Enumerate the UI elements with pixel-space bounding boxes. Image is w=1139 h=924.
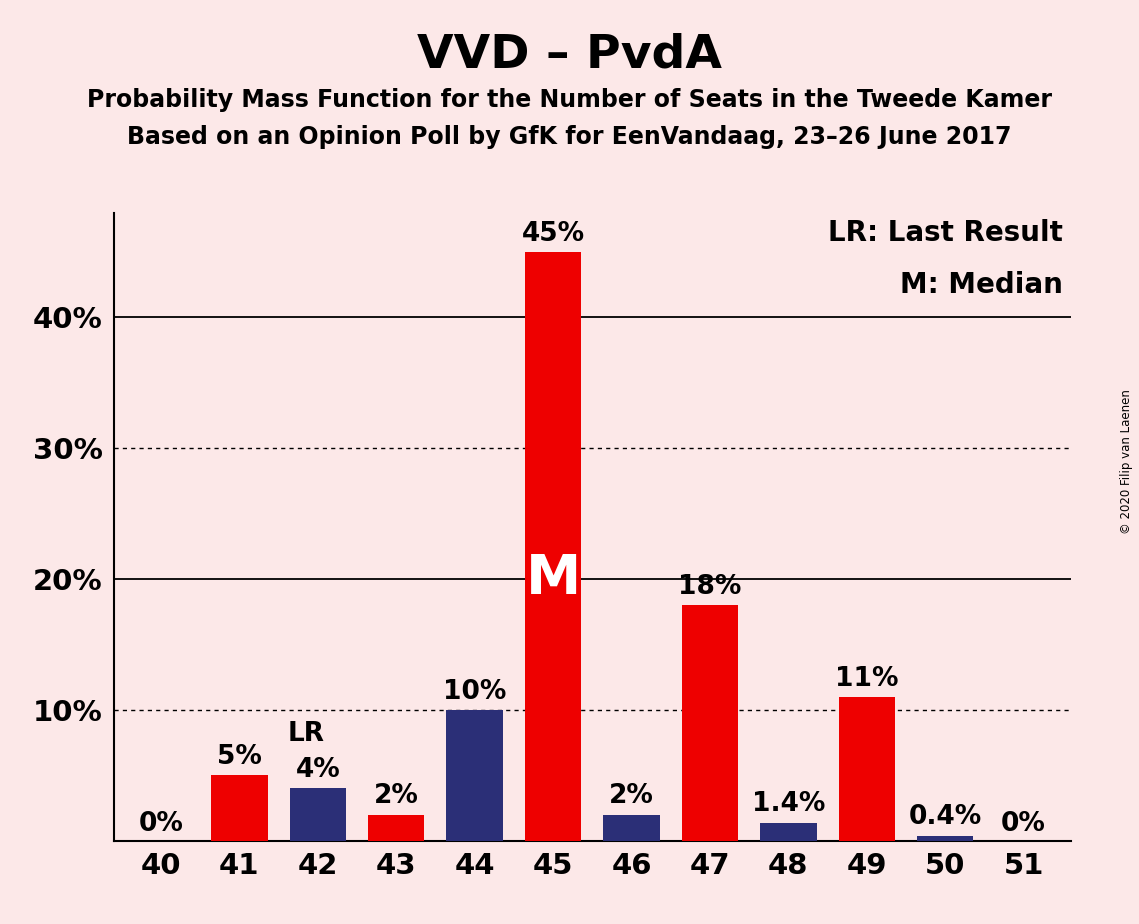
Text: 0.4%: 0.4% — [909, 805, 982, 831]
Text: 2%: 2% — [609, 784, 654, 809]
Text: 11%: 11% — [835, 665, 899, 691]
Bar — [604, 815, 659, 841]
Bar — [289, 788, 346, 841]
Text: Based on an Opinion Poll by GfK for EenVandaag, 23–26 June 2017: Based on an Opinion Poll by GfK for EenV… — [128, 125, 1011, 149]
Bar — [368, 815, 425, 841]
Text: LR: Last Result: LR: Last Result — [828, 219, 1063, 247]
Text: 0%: 0% — [139, 811, 183, 837]
Text: © 2020 Filip van Laenen: © 2020 Filip van Laenen — [1121, 390, 1133, 534]
Bar — [917, 835, 974, 841]
Text: M: M — [525, 552, 581, 606]
Bar — [681, 605, 738, 841]
Text: 1.4%: 1.4% — [752, 791, 825, 818]
Text: LR: LR — [287, 721, 325, 747]
Bar — [446, 710, 503, 841]
Text: VVD – PvdA: VVD – PvdA — [417, 32, 722, 78]
Text: Probability Mass Function for the Number of Seats in the Tweede Kamer: Probability Mass Function for the Number… — [87, 88, 1052, 112]
Text: 18%: 18% — [678, 574, 741, 600]
Bar — [211, 775, 268, 841]
Bar — [525, 252, 581, 841]
Text: 10%: 10% — [443, 679, 507, 705]
Bar — [760, 822, 817, 841]
Text: 45%: 45% — [522, 221, 584, 247]
Text: M: Median: M: Median — [900, 272, 1063, 299]
Bar — [838, 697, 895, 841]
Text: 4%: 4% — [295, 758, 341, 784]
Text: 5%: 5% — [216, 744, 262, 771]
Text: 0%: 0% — [1001, 811, 1046, 837]
Text: 2%: 2% — [374, 784, 419, 809]
